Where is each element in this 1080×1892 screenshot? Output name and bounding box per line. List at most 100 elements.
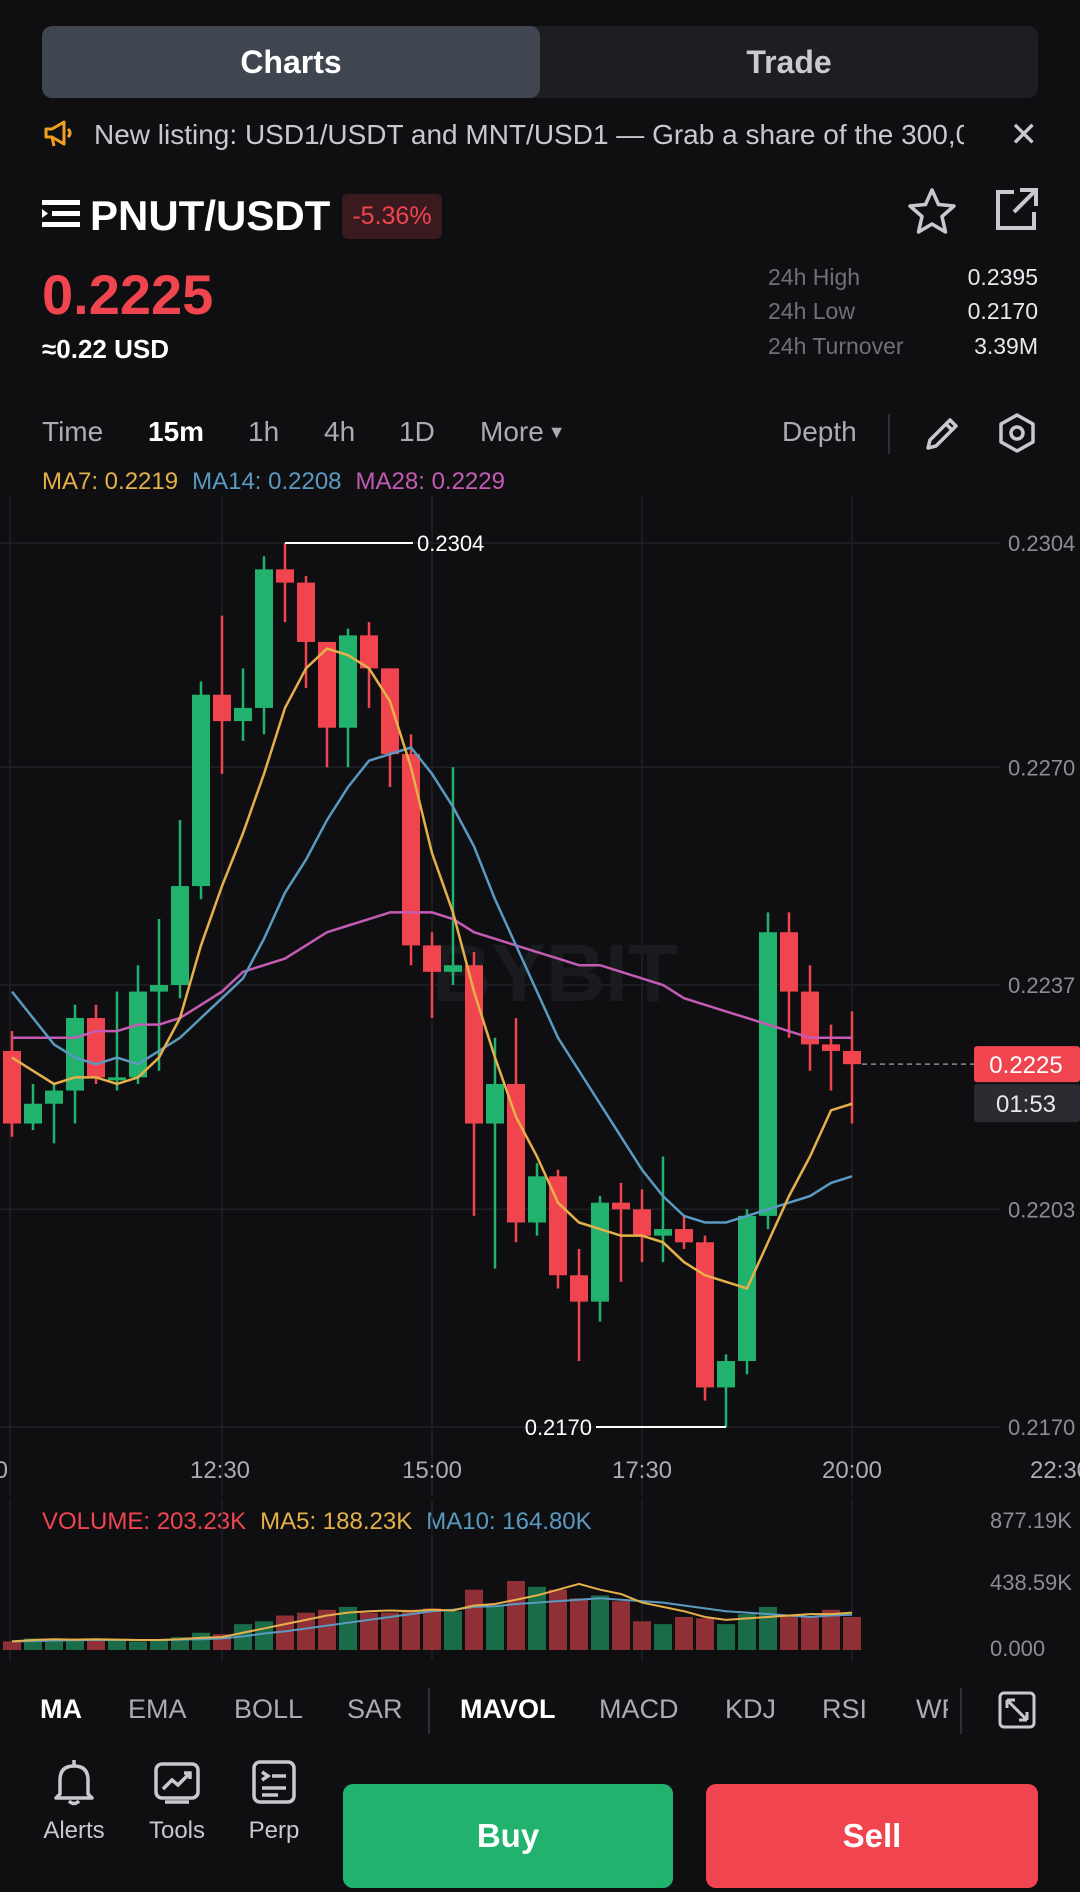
candle-body: [633, 1209, 651, 1236]
view-switcher: Charts Trade: [42, 26, 1038, 98]
caret-down-icon: ▼: [547, 421, 566, 442]
candle-body: [675, 1229, 693, 1243]
candle-body: [486, 1083, 504, 1124]
volume-bar: [717, 1624, 735, 1650]
pair-symbol[interactable]: PNUT/USDT: [90, 192, 331, 239]
candle-body: [507, 1083, 525, 1223]
volume-bar: [591, 1595, 609, 1650]
candle-body: [612, 1202, 630, 1210]
y-tick-label: 0.2170: [1008, 1415, 1075, 1440]
indicator-sar[interactable]: SAR: [347, 1694, 403, 1724]
indicator-kdj[interactable]: KDJ: [725, 1694, 777, 1724]
tf-more[interactable]: More ▼: [480, 416, 566, 448]
volume-bar: [507, 1581, 525, 1650]
tf-more-label: More: [480, 416, 544, 447]
stat-value-high: 0.2395: [967, 264, 1038, 290]
volume-bar: [3, 1641, 21, 1650]
tf-4h[interactable]: 4h: [324, 416, 356, 447]
bell-icon: [48, 1756, 100, 1813]
candle-body: [780, 932, 798, 992]
volume-bar: [381, 1612, 399, 1650]
nav-tools[interactable]: Tools: [132, 1756, 222, 1845]
volume-bar: [843, 1616, 861, 1650]
tab-trade[interactable]: Trade: [746, 43, 832, 80]
announcement-banner[interactable]: New listing: USD1/USDT and MNT/USD1 — Gr…: [42, 110, 1038, 160]
volume-bar: [423, 1608, 441, 1650]
ma28-legend: MA28: 0.2229: [355, 468, 505, 495]
indicator-wr[interactable]: WR: [916, 1694, 948, 1724]
change-badge: -5.36%: [342, 193, 442, 239]
sell-button[interactable]: Sell: [706, 1784, 1038, 1888]
buy-button[interactable]: Buy: [343, 1784, 673, 1888]
indicator-ma[interactable]: MA: [40, 1694, 82, 1724]
settings-icon[interactable]: [996, 412, 1038, 459]
close-icon[interactable]: ✕: [1009, 116, 1039, 154]
candle-body: [171, 886, 189, 985]
fullscreen-icon[interactable]: [997, 1690, 1037, 1735]
volume-bar: [465, 1589, 483, 1650]
tf-1h[interactable]: 1h: [248, 416, 280, 447]
x-tick-label: 20:00: [822, 1457, 882, 1484]
candle-body: [45, 1090, 63, 1104]
x-tick-label: 22:30: [1030, 1457, 1080, 1484]
volume-bar: [24, 1638, 42, 1650]
candle-body: [255, 569, 273, 708]
x-tick-label: 15:00: [402, 1457, 462, 1484]
last-price: 0.2225: [42, 263, 214, 326]
candle-body: [87, 1017, 105, 1078]
pair-header: PNUT/USDT -5.36%: [42, 188, 442, 244]
x-tick-label: 17:30: [612, 1457, 672, 1484]
ma-legend: MA7: 0.2219 MA14: 0.2208 MA28: 0.2229: [42, 468, 505, 496]
volume-bar: [822, 1609, 840, 1650]
nav-alerts-label: Alerts: [43, 1817, 105, 1844]
tab-charts[interactable]: Charts: [42, 26, 540, 98]
candle-body: [570, 1275, 588, 1302]
toolbar-divider: [888, 414, 890, 454]
candle-body: [129, 991, 147, 1078]
ma14-legend: MA14: 0.2208: [192, 468, 342, 495]
y-tick-label: 0.2203: [1008, 1197, 1075, 1222]
indicator-mavol[interactable]: MAVOL: [460, 1694, 556, 1724]
price-chart[interactable]: BYBIT0.23040.22700.22370.22030.217010:00…: [0, 496, 1080, 1496]
volume-ma5-line: [11, 1582, 853, 1643]
volume-chart[interactable]: 877.19K 438.59K 0.000: [0, 1500, 1080, 1660]
candle-body: [360, 635, 378, 669]
banner-text: New listing: USD1/USDT and MNT/USD1 — Gr…: [94, 119, 964, 150]
nav-perp[interactable]: Perp: [229, 1756, 319, 1845]
indicator-boll[interactable]: BOLL: [234, 1694, 304, 1724]
candle-body: [213, 694, 231, 722]
volume-bar: [696, 1618, 714, 1650]
candle-body: [654, 1229, 672, 1236]
volume-bar: [66, 1639, 84, 1650]
candle-body: [402, 754, 420, 946]
candle-body: [822, 1044, 840, 1051]
menu-list-icon[interactable]: [42, 197, 80, 236]
stat-label-turnover: 24h Turnover: [768, 333, 904, 359]
candle-body: [318, 641, 336, 728]
ma28-line: [12, 911, 852, 1040]
x-tick-label: 12:30: [190, 1457, 250, 1484]
ma14-line: [11, 746, 853, 1224]
indicator-macd[interactable]: MACD: [599, 1694, 679, 1724]
volume-bar: [45, 1639, 63, 1650]
volume-bar: [297, 1612, 315, 1650]
candle-body: [150, 985, 168, 992]
star-icon[interactable]: [906, 186, 958, 243]
nav-alerts[interactable]: Alerts: [29, 1756, 119, 1845]
pencil-icon[interactable]: [922, 412, 964, 459]
tf-1d[interactable]: 1D: [399, 416, 435, 447]
volume-bar: [87, 1638, 105, 1650]
share-icon[interactable]: [992, 186, 1040, 239]
nav-perp-label: Perp: [248, 1817, 300, 1844]
volume-y-tick: 438.59K: [990, 1570, 1072, 1595]
tf-15m[interactable]: 15m: [148, 416, 205, 447]
candle-body: [696, 1242, 714, 1388]
depth-button[interactable]: Depth: [782, 416, 857, 447]
price-usd: ≈0.22 USD: [42, 334, 169, 364]
candle-body: [423, 945, 441, 972]
indicator-rsi[interactable]: RSI: [822, 1694, 868, 1724]
volume-bar: [192, 1632, 210, 1650]
candle-body: [549, 1176, 567, 1276]
indicator-ema[interactable]: EMA: [128, 1694, 187, 1724]
tf-time[interactable]: Time: [42, 416, 104, 447]
